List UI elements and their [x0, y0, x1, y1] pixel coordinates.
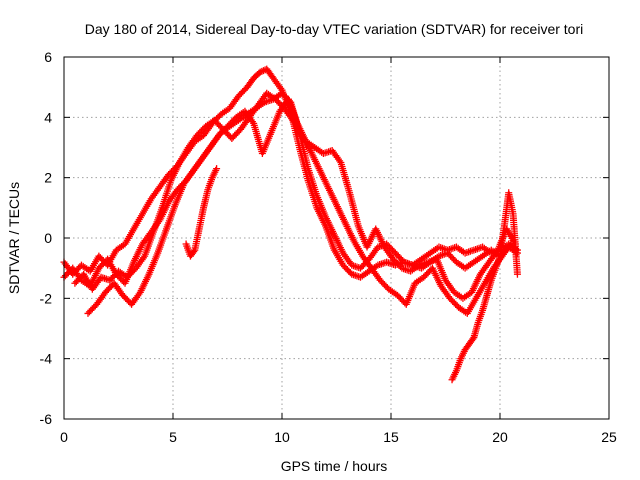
- x-tick-label: 5: [169, 429, 177, 445]
- data-point: [513, 270, 521, 278]
- x-tick-label: 15: [383, 429, 399, 445]
- series-track-3: [71, 89, 515, 317]
- y-tick-label: 0: [44, 230, 52, 246]
- x-tick-label: 0: [60, 429, 68, 445]
- data-points: [60, 65, 521, 384]
- x-tick-label: 10: [274, 429, 290, 445]
- series-track-6: [182, 165, 221, 260]
- chart-title: Day 180 of 2014, Sidereal Day-to-day VTE…: [85, 21, 584, 37]
- y-tick-label: 2: [44, 170, 52, 186]
- data-point: [469, 335, 477, 343]
- axis-ticks: 0 5 10 15 20 25 -6 -4 -2 0 2 4 6: [40, 49, 617, 445]
- data-point: [213, 165, 221, 173]
- data-point: [190, 248, 198, 256]
- y-tick-label: -2: [40, 290, 53, 306]
- series-track-5: [448, 189, 521, 384]
- series-track-1: [60, 65, 521, 281]
- x-tick-label: 20: [492, 429, 508, 445]
- y-tick-label: -4: [40, 351, 53, 367]
- data-point: [256, 68, 264, 76]
- y-tick-label: -6: [40, 411, 53, 427]
- x-tick-label: 25: [601, 429, 617, 445]
- y-tick-label: 6: [44, 49, 52, 65]
- y-tick-label: 4: [44, 109, 52, 125]
- x-axis-label: GPS time / hours: [281, 458, 388, 474]
- data-point: [258, 67, 266, 75]
- plot-frame: [63, 56, 610, 420]
- y-axis-label: SDTVAR / TECUs: [6, 182, 22, 294]
